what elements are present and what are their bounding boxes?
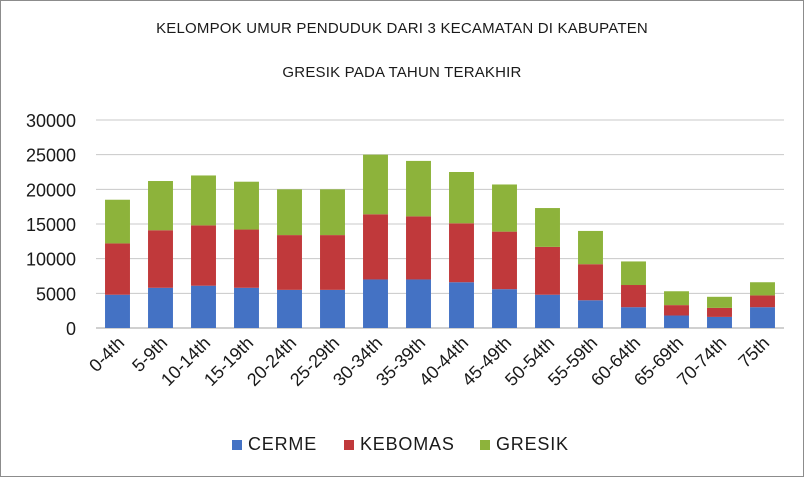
bar-cerme-25-29th — [320, 289, 345, 328]
bar-kebomas-75th — [750, 295, 775, 308]
x-axis: 0-4th 5-9th10-14th15-19th20-24th25-29th30… — [85, 333, 773, 390]
y-tick-label: 5000 — [36, 284, 76, 304]
bar-kebomas-55-59th — [578, 264, 603, 301]
bar-gresik-55-59th — [578, 230, 603, 265]
bar-cerme-10-14th — [191, 285, 216, 328]
bar-kebomas-0-4th — [105, 243, 130, 295]
bar-cerme-5-9th — [148, 287, 173, 328]
bar-cerme-70-74th — [707, 316, 732, 328]
legend-label-gresik: GRESIK — [496, 434, 569, 454]
y-tick-label: 10000 — [26, 250, 76, 270]
bar-cerme-20-24th — [277, 289, 302, 328]
bar-kebomas-65-69th — [664, 305, 689, 316]
x-tick-label: 75th — [734, 333, 773, 372]
legend-swatch-gresik — [480, 440, 490, 450]
bar-gresik-10-14th — [191, 175, 216, 226]
bar-kebomas-45-49th — [492, 231, 517, 290]
bar-gresik-25-29th — [320, 189, 345, 236]
bar-kebomas-30-34th — [363, 214, 388, 280]
bar-cerme-0-4th — [105, 294, 130, 328]
bar-cerme-55-59th — [578, 300, 603, 328]
bar-kebomas-35-39th — [406, 216, 431, 280]
chart-title-line-1: KELOMPOK UMUR PENDUDUK DARI 3 KECAMATAN … — [156, 20, 648, 37]
y-tick-label: 25000 — [26, 146, 76, 166]
bar-kebomas-25-29th — [320, 235, 345, 290]
bar-kebomas-20-24th — [277, 235, 302, 290]
bar-kebomas-5-9th — [148, 230, 173, 288]
bar-gresik-50-54th — [535, 208, 560, 247]
bars — [105, 154, 775, 328]
bar-cerme-45-49th — [492, 289, 517, 328]
bar-gresik-70-74th — [707, 296, 732, 308]
legend: CERME KEBOMAS GRESIK — [232, 434, 569, 454]
legend-label-cerme: CERME — [248, 434, 317, 454]
bar-gresik-75th — [750, 282, 775, 296]
legend-swatch-kebomas — [344, 440, 354, 450]
bar-kebomas-15-19th — [234, 229, 259, 288]
bar-gresik-65-69th — [664, 291, 689, 306]
bar-cerme-60-64th — [621, 307, 646, 328]
bar-kebomas-10-14th — [191, 225, 216, 286]
x-tick-label: 0-4th — [85, 333, 128, 376]
y-tick-label: 20000 — [26, 180, 76, 200]
bar-cerme-30-34th — [363, 279, 388, 328]
bar-kebomas-40-44th — [449, 223, 474, 283]
y-tick-label: 15000 — [26, 215, 76, 235]
bar-gresik-35-39th — [406, 160, 431, 217]
bar-gresik-60-64th — [621, 261, 646, 286]
bar-cerme-40-44th — [449, 282, 474, 328]
bar-cerme-75th — [750, 307, 775, 328]
bar-gresik-15-19th — [234, 181, 259, 230]
bar-gresik-30-34th — [363, 154, 388, 215]
bar-kebomas-50-54th — [535, 246, 560, 295]
bar-kebomas-60-64th — [621, 285, 646, 308]
legend-swatch-cerme — [232, 440, 242, 450]
bar-cerme-65-69th — [664, 315, 689, 328]
bar-gresik-45-49th — [492, 184, 517, 232]
bar-gresik-40-44th — [449, 172, 474, 224]
bar-gresik-0-4th — [105, 199, 130, 244]
bar-cerme-15-19th — [234, 287, 259, 328]
chart-title-line-2: GRESIK PADA TAHUN TERAKHIR — [282, 64, 522, 81]
bar-gresik-20-24th — [277, 189, 302, 236]
bar-cerme-50-54th — [535, 294, 560, 328]
y-tick-label: 30000 — [26, 111, 76, 131]
bar-kebomas-70-74th — [707, 307, 732, 317]
bar-cerme-35-39th — [406, 279, 431, 328]
legend-label-kebomas: KEBOMAS — [360, 434, 455, 454]
y-axis: 0 5000 10000 15000 20000 25000 30000 — [26, 111, 76, 339]
bar-gresik-5-9th — [148, 181, 173, 231]
y-tick-label: 0 — [66, 319, 76, 339]
